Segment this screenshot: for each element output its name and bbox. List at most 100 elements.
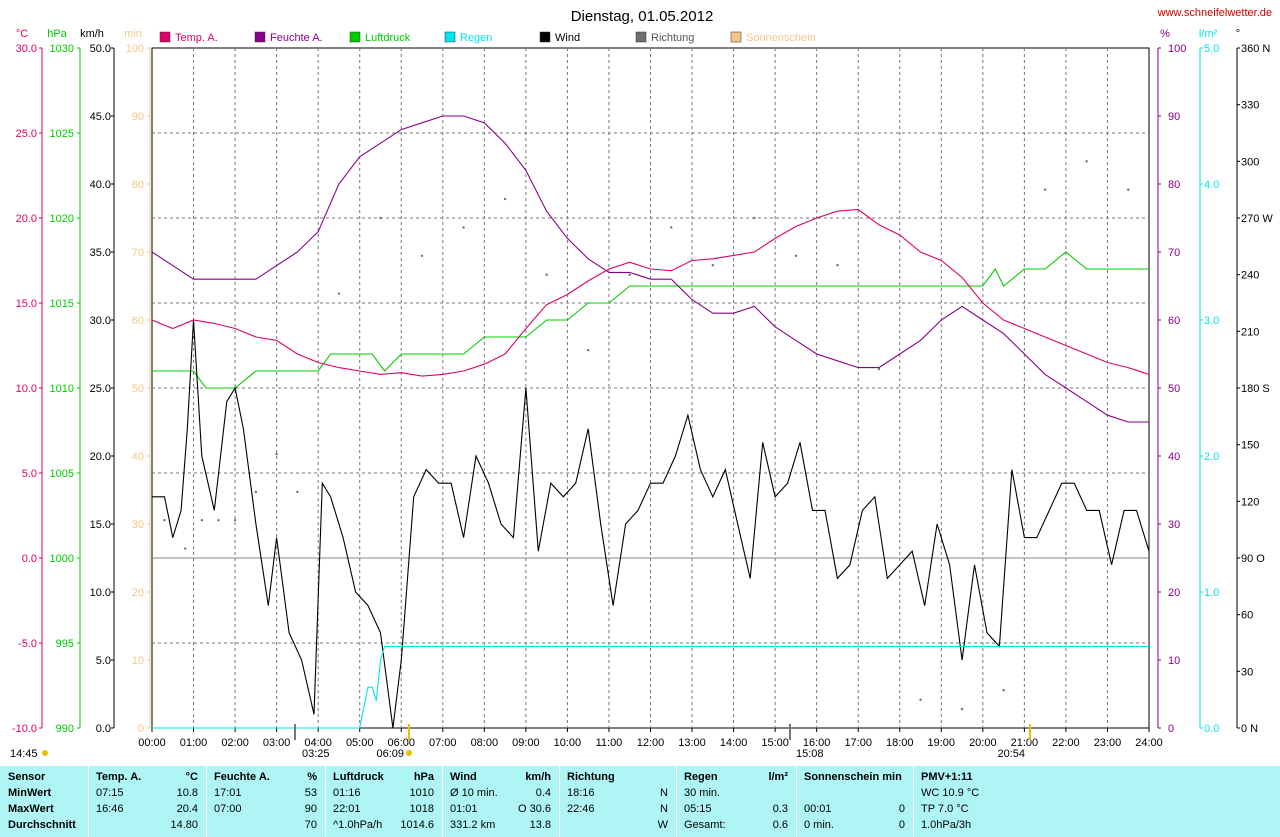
tick-dir_ticks: 330 (1241, 100, 1259, 112)
tick-rain_ticks: 3.0 (1204, 315, 1219, 327)
stats-press-time: 01:16 (333, 787, 361, 799)
x-tick: 23:00 (1094, 737, 1122, 749)
tick-temp_ticks: 10.0 (16, 383, 37, 395)
tick-hum_ticks: 30 (1168, 519, 1180, 531)
tick-sun_ticks: 20 (132, 587, 144, 599)
stats-dir-value: N (660, 803, 668, 815)
direction-point (1043, 188, 1047, 191)
direction-point (877, 367, 881, 371)
x-tick: 05:00 (346, 737, 374, 749)
direction-point (794, 254, 798, 257)
tick-temp_ticks: -5.0 (18, 638, 37, 650)
direction-point (960, 707, 964, 711)
tick-sun_ticks: 10 (132, 655, 144, 667)
stats-sun-time: 00:01 (804, 803, 832, 815)
stats-press-time: 22:01 (333, 803, 361, 815)
tick-temp_ticks: 15.0 (16, 298, 37, 310)
site-url[interactable]: www.schneifelwetter.de (1157, 7, 1272, 19)
tick-sun_ticks: 30 (132, 519, 144, 531)
x-tick: 18:00 (886, 737, 914, 749)
stats-dir-header: Richtung (567, 771, 615, 783)
unit-label-right: % (1160, 28, 1170, 40)
stats-temp-value: 20.4 (176, 803, 198, 815)
direction-point (420, 254, 424, 257)
legend-swatch (539, 31, 551, 43)
direction-point (233, 519, 237, 522)
x-tick: 08:00 (471, 737, 499, 749)
legend-label: Sonnenschein (746, 32, 816, 44)
legend-swatch (444, 31, 456, 43)
tick-wind_ticks: 30.0 (90, 315, 111, 327)
stats-rain-value: 0.6 (772, 819, 788, 831)
stats-min-label: MinWert (8, 787, 52, 799)
tick-sun_ticks: 60 (132, 315, 144, 327)
x-tick: 13:00 (678, 737, 706, 749)
direction-point (200, 519, 204, 522)
tick-wind_ticks: 50.0 (90, 43, 111, 55)
direction-point (670, 226, 673, 229)
direction-point (462, 226, 465, 229)
statistics-table: Sensor MinWert MaxWert Durchschnitt Temp… (0, 766, 1280, 837)
x-tick: 19:00 (928, 737, 956, 749)
legend-swatch (349, 31, 361, 43)
series-regen-line (152, 645, 1149, 729)
stats-temp-value: 10.8 (176, 787, 198, 799)
unit-label-left: °C (16, 28, 28, 40)
stats-wind-column: Wind km/h Ø 10 min. 0.4 01:01 O 30.6 331.2 km 1… (442, 766, 559, 837)
stats-press-value: 1014.6 (400, 819, 434, 831)
tick-rain_ticks: 0.0 (1204, 723, 1219, 735)
stats-temp-value: 14.80 (170, 819, 198, 831)
tick-pressure_ticks: 1015 (50, 298, 74, 310)
stats-temp-header: Temp. A. (96, 771, 142, 783)
tick-pressure_ticks: 1005 (50, 468, 74, 480)
x-tick: 17:00 (844, 737, 872, 749)
stats-pmv-value: 1.0hPa/3h (921, 819, 972, 831)
legend-swatch (159, 31, 171, 43)
tick-rain_ticks: 5.0 (1204, 43, 1219, 55)
stats-hum-header: Feuchte A. (214, 771, 270, 783)
tick-sun_ticks: 100 (126, 43, 144, 55)
legend-label: Temp. A. (175, 32, 218, 44)
tick-pressure_ticks: 1010 (50, 383, 74, 395)
stats-pmv-column: PMV+1:11 WC 10.9 °C TP 7.0 °C 1.0hPa/3h (913, 766, 1280, 837)
stats-temp-time: 07:15 (96, 787, 124, 799)
x-tick: 03:00 (263, 737, 291, 749)
tick-pressure_ticks: 1000 (50, 553, 74, 565)
stats-temp-time: 16:46 (96, 803, 124, 815)
stats-sensor-header: Sensor (8, 771, 46, 783)
x-tick: 20:00 (969, 737, 997, 749)
direction-point (337, 292, 341, 295)
x-tick: 00:00 (138, 737, 166, 749)
tick-sun_ticks: 70 (132, 247, 144, 259)
tick-hum_ticks: 90 (1168, 111, 1180, 123)
stats-dir-value: N (660, 787, 668, 799)
unit-label-left: hPa (47, 28, 67, 40)
stats-temp-column: Temp. A. °C 07:15 10.8 16:46 20.4 14.80 (88, 766, 206, 837)
tick-dir_ticks: 240 (1241, 270, 1259, 282)
tick-hum_ticks: 50 (1168, 383, 1180, 395)
stats-hum-value: 70 (304, 819, 317, 831)
time-label-sunset: 20:54 (997, 748, 1025, 760)
tick-temp_ticks: 0.0 (22, 553, 37, 565)
tick-pressure_ticks: 1030 (50, 43, 74, 55)
direction-point (545, 273, 548, 276)
legend-label: Richtung (651, 32, 694, 44)
series-feuchte-line (151, 115, 1149, 423)
stats-sun-column: Sonnenschein min 00:01 0 0 min. 0 (796, 766, 913, 837)
x-tick: 09:00 (512, 737, 540, 749)
stats-dir-time: 18:16 (567, 787, 595, 799)
stats-hum-time: 17:01 (214, 787, 242, 799)
stats-press-header: Luftdruck (333, 771, 384, 783)
series-wind-line (152, 319, 1150, 729)
tick-rain_ticks: 4.0 (1204, 179, 1219, 191)
stats-hum-column: Feuchte A.% 17:01 53 07:00 90 70 (206, 766, 325, 837)
direction-point (275, 452, 278, 456)
stats-sun-value: 0 (898, 803, 905, 815)
stats-wind-time: 01:01 (450, 803, 478, 815)
stats-pmv-value: TP 7.0 °C (921, 803, 969, 815)
stats-wind-value: 13.8 (529, 819, 551, 831)
direction-point (217, 519, 220, 522)
direction-point (1127, 188, 1130, 191)
stats-rain-unit: l/m² (768, 771, 788, 783)
stats-dir-value: W (657, 819, 668, 831)
